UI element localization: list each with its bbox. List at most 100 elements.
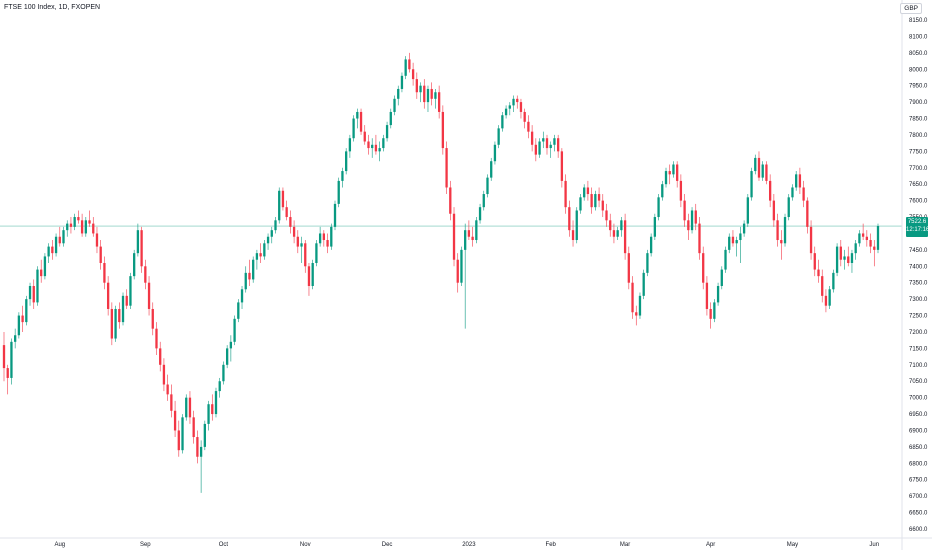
candle (720, 266, 723, 290)
candle-body (713, 302, 716, 319)
candle-body (873, 246, 876, 250)
candle-body (765, 164, 768, 181)
candle (683, 194, 686, 227)
candle (821, 269, 824, 303)
candle-body (196, 437, 199, 457)
candle-body (746, 197, 749, 224)
candle-body (121, 295, 125, 323)
candle-body (281, 190, 285, 208)
candle-body (244, 272, 247, 290)
candle-body (460, 249, 463, 283)
candle-body (426, 88, 430, 103)
candle (709, 302, 712, 329)
candle (687, 213, 690, 241)
candle-body (330, 226, 333, 247)
candle (527, 115, 530, 139)
candle-body (594, 194, 597, 208)
candle (783, 213, 787, 247)
candle (482, 190, 485, 211)
candle (129, 272, 132, 309)
candle (664, 167, 668, 188)
candle-body (787, 197, 790, 218)
candle-body (493, 144, 497, 162)
currency-label[interactable]: GBP (900, 3, 922, 14)
y-tick-label: 8050.0 (909, 51, 928, 57)
candle (397, 85, 400, 106)
candle (586, 180, 590, 201)
candle (750, 167, 753, 201)
candle-body (668, 171, 671, 175)
candle-body (43, 256, 47, 277)
candle (765, 161, 768, 185)
candle-body (795, 174, 798, 188)
x-tick-label: May (787, 542, 798, 548)
y-tick-label: 7100.0 (909, 363, 928, 369)
candle-body (705, 282, 709, 309)
candle (218, 377, 221, 398)
candle-body (400, 75, 404, 89)
y-tick-label: 7600.0 (909, 199, 928, 205)
candle (352, 115, 355, 142)
candle (229, 335, 233, 362)
candle (121, 292, 125, 326)
candle-body (404, 59, 407, 76)
candle (713, 299, 716, 323)
candle (296, 230, 299, 254)
candle (430, 82, 433, 106)
candle (285, 200, 288, 221)
candle (289, 210, 292, 234)
candle (657, 194, 660, 221)
candle (214, 387, 218, 418)
candle (772, 194, 776, 227)
candle-body (408, 59, 411, 70)
candle-body (564, 180, 567, 208)
candle-body (378, 148, 381, 152)
candle (735, 236, 738, 257)
candle-body (858, 233, 861, 244)
candle-body (73, 217, 76, 227)
countdown-timer: 12:17:16 (906, 227, 930, 234)
candle (601, 194, 604, 218)
candle-body (534, 144, 537, 155)
candle (185, 394, 188, 421)
candle-body (300, 243, 303, 247)
candle-body (609, 220, 612, 231)
candle (255, 249, 259, 270)
candle-body (865, 236, 868, 241)
candle (787, 194, 790, 221)
candle-body (508, 105, 511, 109)
candle (426, 85, 430, 112)
candle-body (728, 236, 731, 250)
candle-body (742, 223, 746, 234)
candle (549, 141, 552, 158)
candle-body (798, 174, 802, 188)
candle-body (36, 269, 39, 303)
candle-body (21, 315, 24, 323)
candle (828, 285, 831, 309)
candle (69, 217, 73, 234)
candle-body (542, 138, 545, 142)
candle-body (627, 253, 630, 283)
candle (873, 240, 876, 267)
candle (716, 282, 720, 306)
candle (486, 174, 489, 198)
candle-body (155, 328, 158, 349)
candle (419, 82, 422, 103)
candle-body (475, 220, 478, 241)
candle-body (772, 200, 776, 221)
candle (568, 200, 571, 237)
y-tick-label: 6950.0 (909, 412, 928, 418)
candle (270, 226, 273, 244)
candle-body (512, 98, 515, 106)
candle (311, 259, 314, 290)
candle-body (151, 308, 154, 329)
candle-body (304, 243, 307, 267)
candle-body (40, 269, 43, 277)
candle (199, 440, 203, 493)
candle (858, 230, 861, 247)
candle-body (14, 335, 17, 342)
candle (110, 302, 114, 346)
